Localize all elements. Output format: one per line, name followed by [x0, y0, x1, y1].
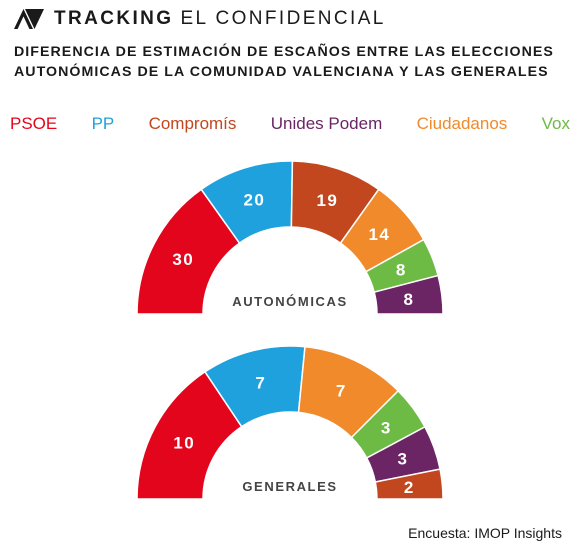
segment-unides-podem	[373, 274, 444, 315]
chart-title-autonomicas: AUTONÓMICAS	[232, 294, 348, 309]
chart-generales: 10 7 7 3 3 2 GENERALES	[0, 335, 580, 505]
legend-item-vox: Vox	[541, 114, 570, 133]
value-label-vox: 3	[381, 419, 392, 438]
segment-compromis	[374, 468, 444, 500]
value-label-vox: 8	[396, 260, 407, 279]
value-label-compromis: 2	[404, 478, 415, 497]
legend-item-comprom-s: Compromís	[148, 114, 237, 133]
chart-autonomicas: 30 20 19 14 8 8 AUTONÓMICAS	[0, 150, 580, 320]
title-line-2: AUTONÓMICAS DE LA COMUNIDAD VALENCIANA Y…	[14, 64, 549, 80]
brand-header: TRACKING EL CONFIDENCIAL	[14, 7, 386, 31]
legend-item-unides-podem: Unides Podem	[270, 114, 383, 133]
logo-icon	[14, 9, 44, 29]
value-label-unides-podem: 3	[398, 450, 409, 469]
value-label-pp: 7	[255, 374, 266, 393]
chart-generales-svg: 10 7 7 33 2 GENERALES	[136, 345, 444, 500]
legend-item-ciudadanos: Ciudadanos	[416, 114, 508, 133]
chart-title-generales: GENERALES	[242, 479, 337, 494]
source-note: Encuesta: IMOP Insights	[408, 525, 562, 541]
brand-regular: EL CONFIDENCIAL	[180, 8, 386, 29]
value-label-psoe: 30	[172, 250, 194, 269]
value-label-unides-podem: 8	[404, 290, 415, 309]
value-label-compromis: 19	[316, 191, 338, 210]
value-label-ciudadanos: 7	[336, 382, 347, 401]
value-label-psoe: 10	[173, 433, 195, 452]
title-line-1: DIFERENCIA DE ESTIMACIÓN DE ESCAÑOS ENTR…	[14, 44, 554, 60]
chart-autonomicas-svg: 30 20 19 14 8 8 AUTONÓMICAS	[136, 160, 444, 315]
legend-item-psoe: PSOE	[10, 114, 58, 133]
legend: PSOE PP Compromís Unides Podem Ciudadanos Vox	[10, 114, 570, 138]
brand-bold: TRACKING	[54, 8, 174, 29]
value-label-ciudadanos: 14	[368, 225, 390, 244]
page-title: DIFERENCIA DE ESTIMACIÓN DE ESCAÑOS ENTR…	[14, 42, 570, 82]
brand-name: TRACKING EL CONFIDENCIAL	[54, 8, 386, 30]
value-label-pp: 20	[243, 190, 265, 209]
legend-item-pp: PP	[91, 114, 115, 133]
